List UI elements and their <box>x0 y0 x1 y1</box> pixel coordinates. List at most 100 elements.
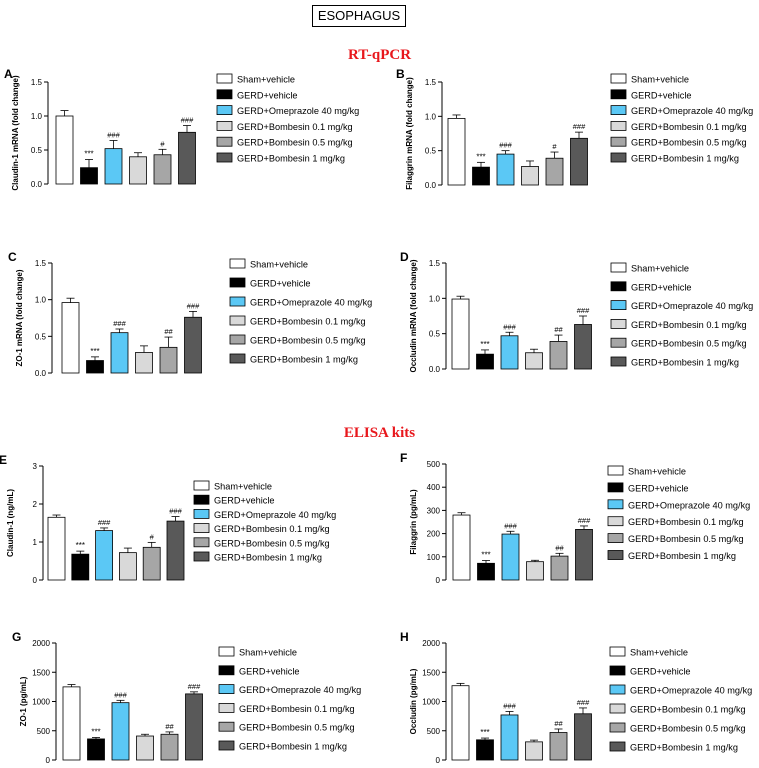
legend-label-f-1: Sham+vehicle <box>628 467 686 477</box>
legend-swatch-e-4 <box>193 523 210 533</box>
significance-e-6: ### <box>169 507 182 516</box>
bar-e-5 <box>142 546 161 581</box>
legend-label-h-2: GERD+vehicle <box>630 667 691 677</box>
legend-swatch-d-5 <box>610 337 627 348</box>
legend-swatch-h-2 <box>609 665 626 676</box>
legend-label-e-3: GERD+Omeprazole 40 mg/kg <box>214 510 336 520</box>
legend-label-c-2: GERD+vehicle <box>250 279 311 289</box>
y-tick-label-d: 0.0 <box>429 365 441 374</box>
bar-g-5 <box>160 733 179 761</box>
legend-label-b-4: GERD+Bombesin 0.1 mg/kg <box>631 122 747 132</box>
y-tick-label-g: 1500 <box>32 668 50 677</box>
significance-b-5: # <box>552 142 557 151</box>
significance-d-6: ### <box>577 306 590 315</box>
y-tick-label-f: 400 <box>427 483 441 492</box>
legend-swatch-c-5 <box>229 334 246 345</box>
bar-h-5 <box>549 732 568 761</box>
legend-swatch-a-1 <box>216 73 233 84</box>
bar-g-1 <box>62 686 81 761</box>
significance-d-5: ## <box>554 325 563 334</box>
bar-c-2 <box>86 360 104 374</box>
legend-swatch-h-5 <box>609 722 626 733</box>
y-tick-label-c: 0.5 <box>35 332 47 341</box>
legend-label-g-4: GERD+Bombesin 0.1 mg/kg <box>239 704 355 714</box>
legend-label-f-3: GERD+Omeprazole 40 mg/kg <box>628 500 750 510</box>
legend-swatch-f-6 <box>607 550 624 560</box>
legend-label-a-4: GERD+Bombesin 0.1 mg/kg <box>237 122 353 132</box>
significance-b-6: ### <box>573 122 586 131</box>
bar-a-4 <box>129 156 147 185</box>
legend-label-h-5: GERD+Bombesin 0.5 mg/kg <box>630 724 746 734</box>
legend-label-b-1: Sham+vehicle <box>631 75 689 85</box>
y-tick-label-a: 1.0 <box>31 112 43 121</box>
panel-letter-g: G <box>12 630 21 644</box>
y-tick-label-g: 1000 <box>32 698 50 707</box>
legend-label-e-1: Sham+vehicle <box>214 482 272 492</box>
legend-swatch-a-3 <box>216 105 233 115</box>
bar-f-5 <box>550 555 569 581</box>
bar-g-6 <box>185 693 203 761</box>
legend-label-a-1: Sham+vehicle <box>237 75 295 85</box>
legend-label-a-6: GERD+Bombesin 1 mg/kg <box>237 154 345 164</box>
legend-label-b-2: GERD+vehicle <box>631 90 692 100</box>
significance-c-2: *** <box>90 347 99 356</box>
legend-label-c-4: GERD+Bombesin 0.1 mg/kg <box>250 317 366 327</box>
y-tick-label-c: 1.0 <box>35 296 47 305</box>
significance-f-2: *** <box>481 551 490 560</box>
significance-h-3: ### <box>503 701 516 710</box>
significance-b-3: ### <box>499 141 512 150</box>
legend-swatch-g-5 <box>218 721 235 732</box>
significance-e-3: ### <box>98 518 111 527</box>
legend-label-c-3: GERD+Omeprazole 40 mg/kg <box>250 298 372 308</box>
legend-swatch-f-4 <box>607 516 624 527</box>
y-tick-label-h: 500 <box>427 727 441 736</box>
legend-swatch-c-3 <box>229 296 246 307</box>
bar-d-3 <box>500 335 519 370</box>
bar-e-3 <box>95 530 113 581</box>
bar-b-1 <box>447 117 466 186</box>
significance-b-2: *** <box>476 152 485 161</box>
y-axis-label-h: Occludin (pg/mL) <box>409 668 418 734</box>
legend-label-e-4: GERD+Bombesin 0.1 mg/kg <box>214 524 330 534</box>
significance-f-6: ### <box>578 516 591 525</box>
bar-h-4 <box>525 741 543 761</box>
significance-e-2: *** <box>76 541 85 550</box>
y-tick-label-c: 0.0 <box>35 369 47 378</box>
legend-label-h-3: GERD+Omeprazole 40 mg/kg <box>630 686 752 696</box>
y-tick-label-f: 300 <box>427 506 441 515</box>
y-tick-label-f: 100 <box>427 553 441 562</box>
y-tick-label-b: 1.5 <box>425 78 437 87</box>
bar-a-3 <box>104 148 123 185</box>
legend-label-g-2: GERD+vehicle <box>239 666 300 676</box>
legend-label-h-1: Sham+vehicle <box>630 648 688 658</box>
y-tick-label-a: 0.0 <box>31 180 43 189</box>
legend-swatch-c-2 <box>229 277 246 288</box>
panel-letter-f: F <box>400 451 407 465</box>
y-tick-label-f: 200 <box>427 530 441 539</box>
significance-c-3: ### <box>113 319 126 328</box>
y-axis-label-a: Claudin-1 mRNA (fold change) <box>11 75 20 191</box>
legend-swatch-h-6 <box>609 741 626 752</box>
significance-f-3: ### <box>504 521 517 530</box>
legend-swatch-b-1 <box>610 73 627 84</box>
legend-swatch-c-1 <box>229 258 246 269</box>
bar-c-6 <box>184 316 202 374</box>
y-tick-label-a: 1.5 <box>31 78 43 87</box>
legend-swatch-f-1 <box>607 465 624 476</box>
y-tick-label-g: 2000 <box>32 639 50 648</box>
legend-swatch-g-6 <box>218 740 235 751</box>
bar-b-3 <box>496 153 515 186</box>
legend-swatch-a-2 <box>216 89 233 100</box>
legend-label-c-6: GERD+Bombesin 1 mg/kg <box>250 355 358 365</box>
bar-c-1 <box>61 302 80 374</box>
bar-b-6 <box>570 137 588 186</box>
bar-h-2 <box>476 739 494 761</box>
legend-swatch-e-2 <box>193 494 210 505</box>
section-heading-elisa: ELISA kits <box>343 425 416 441</box>
bar-d-2 <box>476 353 494 370</box>
bar-c-4 <box>135 352 153 374</box>
significance-h-5: ## <box>554 719 563 728</box>
section-heading-rtqpcr: RT-qPCR <box>347 47 412 63</box>
legend-label-d-6: GERD+Bombesin 1 mg/kg <box>631 358 739 368</box>
